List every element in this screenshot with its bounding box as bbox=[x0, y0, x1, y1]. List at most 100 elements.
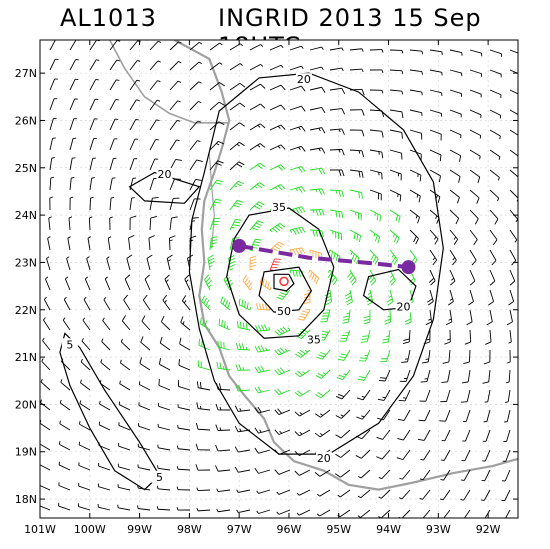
wind-barb bbox=[339, 329, 351, 342]
wind-barb bbox=[469, 69, 482, 77]
wind-barb bbox=[349, 229, 362, 243]
wind-barb bbox=[209, 236, 218, 251]
lat-tick-label: 20N bbox=[15, 398, 37, 411]
wind-barb bbox=[469, 49, 483, 57]
wind-barb bbox=[482, 369, 491, 384]
wind-barb bbox=[509, 229, 518, 243]
wind-barb bbox=[409, 49, 424, 55]
wind-barb bbox=[82, 317, 91, 331]
wind-barb bbox=[377, 409, 391, 421]
wind-barb bbox=[463, 509, 471, 518]
wind-barb bbox=[389, 109, 404, 119]
wind-barb bbox=[274, 429, 291, 435]
wind-barb bbox=[294, 429, 311, 437]
lon-tick-label: 92W bbox=[476, 523, 501, 536]
wind-barb bbox=[234, 405, 251, 412]
wind-barb bbox=[349, 48, 364, 52]
wind-barb bbox=[380, 349, 391, 363]
wind-barb bbox=[356, 389, 371, 401]
wind-barb bbox=[449, 209, 460, 225]
wind-barb bbox=[97, 503, 111, 511]
wind-barb bbox=[429, 169, 441, 183]
wind-barb bbox=[140, 336, 151, 351]
wind-barb bbox=[409, 69, 423, 75]
lat-tick-label: 19N bbox=[15, 446, 37, 459]
wind-barb bbox=[216, 508, 231, 513]
wind-barb bbox=[129, 138, 139, 151]
wind-barb bbox=[329, 189, 345, 198]
wind-barb bbox=[482, 429, 491, 442]
wind-barb bbox=[296, 489, 311, 496]
wind-barb bbox=[359, 349, 371, 362]
contour-labels: 20 20 35 50 35 20 20 5 5 bbox=[61, 73, 412, 484]
wind-barb bbox=[215, 403, 231, 411]
wind-barb bbox=[309, 46, 324, 51]
wind-barb bbox=[138, 402, 151, 411]
wind-barb bbox=[420, 369, 431, 383]
wind-barb bbox=[269, 164, 286, 171]
wind-barb bbox=[207, 254, 215, 271]
contour-label: 5 bbox=[156, 471, 163, 484]
wind-barb bbox=[425, 309, 433, 326]
wind-barb bbox=[329, 229, 342, 241]
wind-barb bbox=[347, 269, 357, 286]
wind-barb bbox=[189, 159, 203, 171]
wind-barb bbox=[176, 506, 191, 511]
wind-barb bbox=[189, 81, 202, 91]
wind-barb bbox=[449, 189, 460, 204]
wind-barb bbox=[274, 367, 291, 376]
wind-barb bbox=[149, 119, 160, 131]
wind-barb bbox=[389, 149, 403, 160]
wind-barb bbox=[317, 489, 331, 497]
wind-barb bbox=[469, 269, 476, 286]
wind-barb bbox=[41, 358, 51, 371]
wind-barb bbox=[489, 229, 498, 246]
wind-barb bbox=[276, 509, 291, 515]
wind-barb bbox=[40, 399, 51, 411]
wind-barb bbox=[269, 184, 286, 191]
wind-barb bbox=[63, 296, 71, 311]
wind-barb bbox=[488, 289, 495, 306]
wind-barb bbox=[337, 489, 351, 498]
wind-barb bbox=[289, 85, 306, 92]
wind-barb bbox=[468, 289, 474, 306]
wind-barb bbox=[109, 157, 117, 171]
wind-barb bbox=[256, 489, 271, 494]
wind-barb bbox=[121, 315, 131, 331]
wind-barb bbox=[320, 309, 331, 323]
wind-barb bbox=[109, 196, 115, 211]
wind-barb bbox=[196, 402, 211, 411]
wind-barb bbox=[138, 381, 151, 391]
wind-barb bbox=[269, 223, 286, 233]
contour-20-outer bbox=[188, 72, 444, 455]
wind-barb bbox=[78, 441, 91, 451]
wind-barb bbox=[489, 69, 502, 78]
wind-barb bbox=[509, 89, 518, 95]
wind-barb bbox=[144, 274, 151, 291]
wind-barb bbox=[357, 369, 371, 381]
wind-barb bbox=[49, 157, 55, 171]
wind-barb bbox=[156, 506, 171, 511]
wind-barb bbox=[195, 443, 211, 451]
wind-barb bbox=[464, 329, 472, 345]
axes: 18N 19N 20N 21N 22N 23N 24N 25N 26N 27N 101W 100W 99… bbox=[15, 40, 518, 536]
wind-barb bbox=[60, 379, 71, 391]
wind-barb bbox=[216, 362, 231, 371]
wind-barb bbox=[158, 379, 171, 391]
wind-barb bbox=[79, 400, 91, 411]
wind-barb bbox=[409, 189, 421, 203]
wind-barb bbox=[49, 137, 56, 151]
wind-barb bbox=[489, 189, 500, 202]
wind-barb bbox=[389, 189, 402, 202]
wind-barb bbox=[99, 400, 111, 411]
wind-barb bbox=[215, 424, 231, 431]
wind-barb bbox=[376, 429, 391, 440]
storm-center-marker bbox=[279, 276, 289, 287]
wind-barb bbox=[440, 469, 451, 481]
wind-barb bbox=[509, 149, 518, 157]
wind-barb bbox=[189, 100, 202, 111]
wind-barb bbox=[489, 209, 499, 225]
wind-barb bbox=[329, 87, 346, 95]
wind-barb bbox=[389, 69, 404, 74]
lon-tick-label: 96W bbox=[277, 523, 302, 536]
